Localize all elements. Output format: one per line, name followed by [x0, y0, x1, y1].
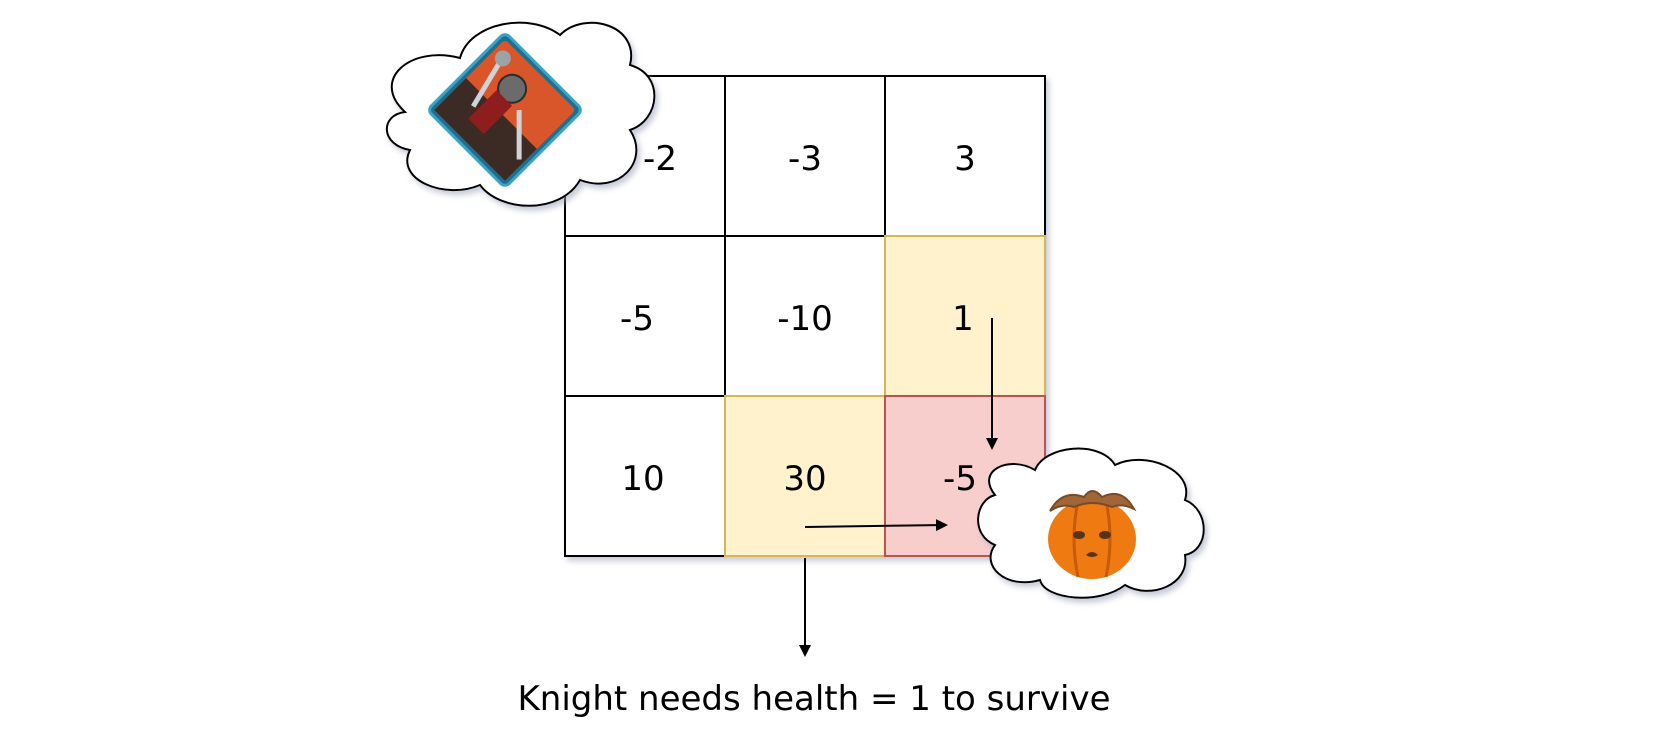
cell-0-2 [884, 75, 1046, 237]
cell-value-2-1: 30 [783, 459, 826, 499]
cell-value-1-2: 1 [952, 299, 974, 339]
cell-2-0 [564, 395, 726, 557]
cell-1-2 [884, 235, 1046, 397]
pumpkin-princess-icon [1048, 490, 1137, 579]
cell-value-0-1: -3 [788, 139, 822, 179]
path-arrows [799, 318, 998, 657]
cell-1-1 [724, 235, 886, 397]
cell-value-0-2: 3 [954, 139, 976, 179]
cell-labels: -2 -3 3 -5 -10 1 10 30 -5 [620, 139, 977, 499]
cell-value-1-1: -10 [777, 299, 833, 339]
knight-avatar-icon [428, 33, 582, 187]
cell-value-2-2: -5 [943, 459, 977, 499]
caption: Knight needs health = 1 to survive [517, 679, 1110, 719]
cell-value-1-0: -5 [620, 299, 654, 339]
cell-value-2-0: 10 [621, 459, 664, 499]
cell-value-0-0: -2 [643, 139, 677, 179]
cell-1-0 [564, 235, 726, 397]
dungeon-grid [564, 75, 1046, 557]
cell-2-1 [724, 395, 886, 557]
cell-0-1 [724, 75, 886, 237]
arrow-right-to-princess [804, 519, 948, 532]
